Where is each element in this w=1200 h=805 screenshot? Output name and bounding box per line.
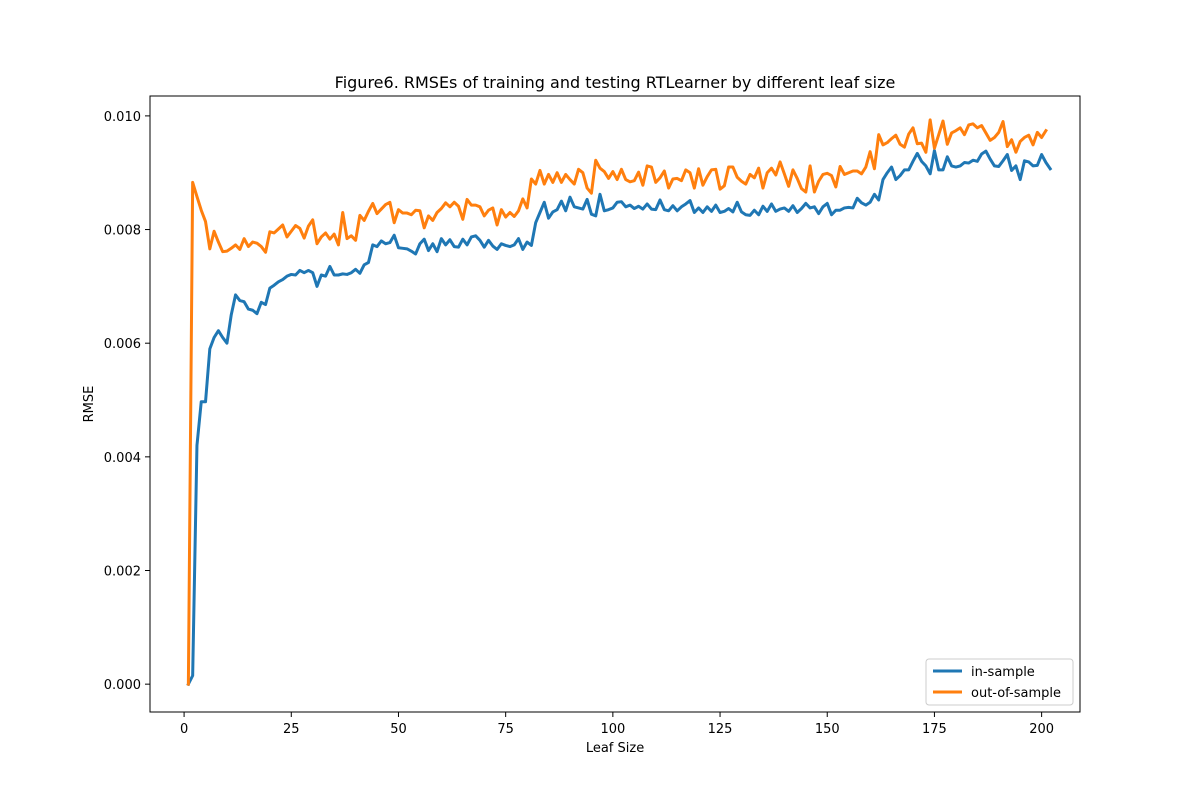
series-line-out-of-sample <box>186 118 1048 686</box>
legend: in-sample out-of-sample <box>925 658 1074 706</box>
x-tick-label: 125 <box>708 722 733 737</box>
x-tick-label: 100 <box>600 722 625 737</box>
y-tick-label: 0.008 <box>104 224 141 239</box>
x-tick-label: 75 <box>497 722 514 737</box>
y-tick-label: 0.010 <box>104 110 141 125</box>
plot-frame <box>149 95 1081 713</box>
y-tick-label: 0.006 <box>104 337 141 352</box>
x-tick-label: 150 <box>815 722 840 737</box>
y-tick-label: 0.004 <box>104 451 141 466</box>
x-tick-label: 175 <box>922 722 947 737</box>
legend-box <box>925 658 1074 706</box>
y-axis-label: RMSE <box>82 386 97 423</box>
x-tick-label: 0 <box>180 722 188 737</box>
x-tick-label: 200 <box>1029 722 1054 737</box>
plot-area <box>150 96 1080 712</box>
chart-title: Figure6. RMSEs of training and testing R… <box>335 73 896 92</box>
legend-label-in-sample: in-sample <box>971 665 1035 680</box>
y-tick-label: 0.000 <box>104 678 141 693</box>
x-axis-ticks: 0 25 50 75 100 125 150 175 200 <box>180 712 1054 737</box>
x-tick-label: 25 <box>283 722 300 737</box>
x-tick-label: 50 <box>390 722 407 737</box>
axes-layer <box>149 95 1081 713</box>
x-axis-label: Leaf Size <box>586 741 644 756</box>
legend-label-out-of-sample: out-of-sample <box>971 686 1061 701</box>
series-line-in-sample <box>186 149 1053 687</box>
y-tick-label: 0.002 <box>104 565 141 580</box>
y-axis-ticks: 0.000 0.002 0.004 0.006 0.008 0.010 <box>104 110 150 693</box>
series-layer <box>186 118 1053 687</box>
